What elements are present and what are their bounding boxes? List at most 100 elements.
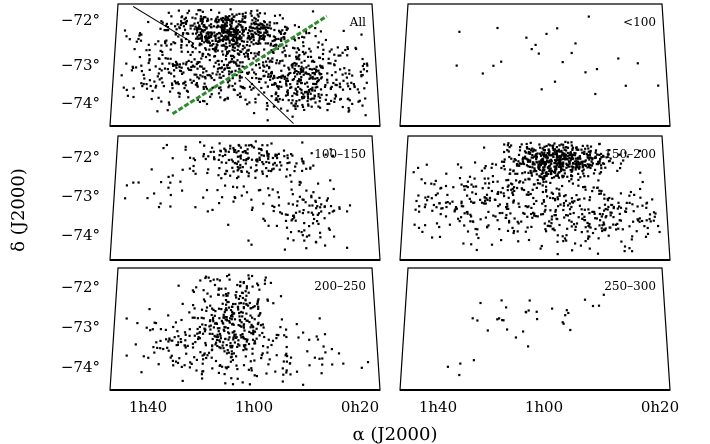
data-point [303,36,306,39]
data-point [271,156,274,160]
data-point [222,63,226,66]
data-point [572,211,575,215]
data-point [259,31,262,34]
data-point [645,219,648,222]
data-point [547,148,550,151]
data-point [178,69,182,72]
data-point [646,232,650,235]
data-point [165,22,168,25]
data-point [329,148,332,151]
data-point [240,310,243,313]
data-point [215,341,218,344]
data-point [593,156,596,160]
data-point [198,34,201,37]
data-point [252,146,256,149]
data-point [273,205,276,209]
data-point [259,188,262,192]
data-point [199,15,202,18]
data-point [244,15,247,18]
y-tick-label-r2-72: −72° [61,148,100,166]
data-point [549,209,552,212]
data-point [165,39,168,42]
data-point [652,219,655,222]
data-point [221,365,224,368]
data-point [581,217,584,220]
data-point [148,54,151,57]
data-point [619,162,623,165]
data-point [536,178,539,182]
data-point [257,298,260,301]
data-point [242,337,245,340]
data-point [223,26,226,29]
data-point [187,32,190,35]
data-point [424,224,427,227]
data-point [568,156,571,159]
data-point [319,236,322,239]
data-point [214,61,217,64]
data-point [236,165,239,168]
data-point [273,28,276,32]
data-point [583,219,586,222]
data-point [334,71,337,74]
data-point [233,46,236,49]
data-point [194,17,197,20]
data-point [551,192,555,195]
data-point [250,198,253,201]
data-point [475,185,478,188]
data-point [558,144,561,147]
data-point [520,220,523,223]
data-point [254,101,257,104]
data-point [446,201,449,204]
data-point [232,323,235,326]
data-point [300,68,303,71]
data-point [228,320,231,323]
data-point [283,155,286,158]
data-point [279,326,282,329]
data-point [486,226,489,229]
data-point [313,67,316,70]
data-point [241,311,244,314]
data-point [207,155,210,158]
data-point [210,93,213,96]
data-point [638,149,642,152]
data-point [257,307,260,310]
data-point [213,156,216,159]
data-point [153,192,156,195]
data-point [294,75,297,78]
data-point [234,162,237,165]
data-point [324,244,327,247]
data-point [292,214,295,217]
data-point [601,224,604,227]
data-point [209,75,212,78]
data-point [124,197,127,200]
data-point [187,41,191,44]
data-point [594,168,597,171]
data-point [285,335,288,339]
data-point [221,38,225,41]
data-point [131,65,134,68]
data-point [537,167,540,170]
data-point [488,196,492,199]
data-point [262,36,265,39]
data-point [303,53,306,56]
data-point [236,368,239,371]
data-point [510,188,513,191]
data-point [244,21,247,24]
data-point [262,326,265,329]
data-point [226,300,229,304]
data-point [543,165,546,168]
data-point [448,223,451,226]
data-point [297,37,300,40]
data-point [465,211,468,214]
data-point [338,82,341,85]
data-point [293,70,297,73]
data-point [606,197,609,200]
data-point [544,190,548,193]
data-point [231,331,234,334]
data-point [468,175,472,178]
data-point [468,197,471,200]
data-point [565,214,568,217]
data-point [314,35,317,38]
data-point [283,49,286,52]
data-point [234,294,237,297]
